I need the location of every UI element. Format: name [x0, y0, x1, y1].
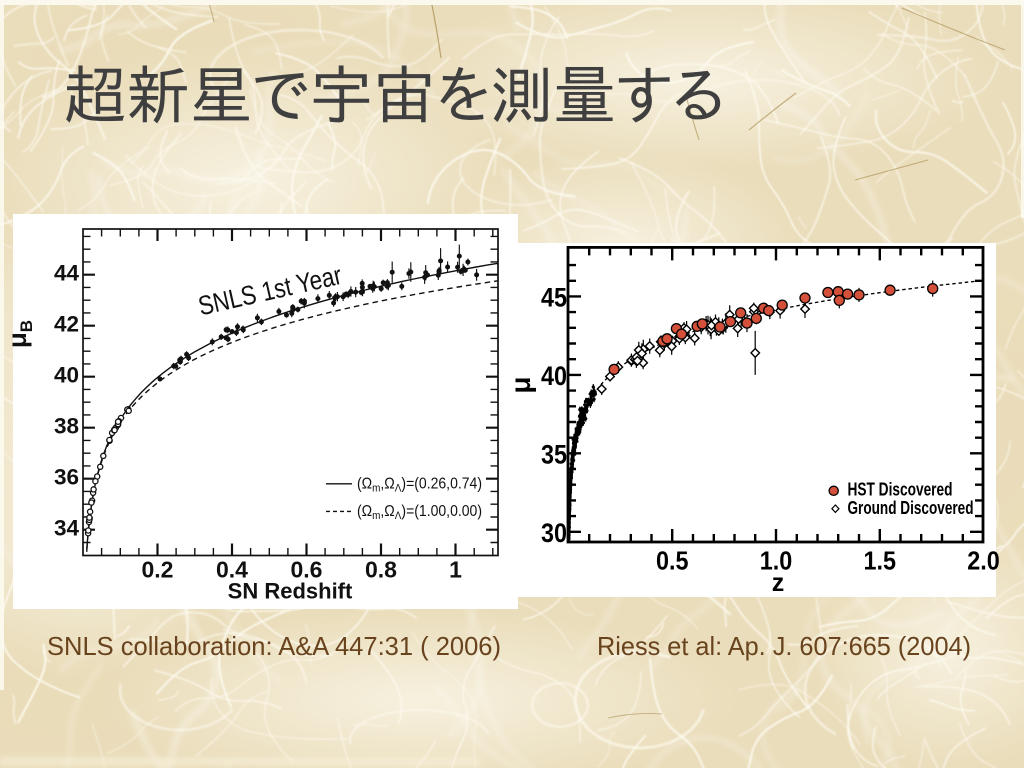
svg-text:36: 36: [54, 464, 79, 489]
svg-text:35: 35: [541, 440, 567, 470]
svg-text:1.5: 1.5: [864, 548, 897, 576]
svg-text:0.5: 0.5: [656, 548, 689, 576]
svg-text:0.2: 0.2: [142, 557, 174, 583]
svg-text:45: 45: [541, 283, 567, 313]
svg-text:0.6: 0.6: [291, 557, 323, 583]
svg-text:40: 40: [541, 361, 567, 391]
svg-text:0.8: 0.8: [365, 557, 397, 583]
svg-text:42: 42: [54, 311, 79, 336]
svg-text:44: 44: [54, 260, 80, 285]
svg-text:Riess et al: Ap. J. 607:665 (2: Riess et al: Ap. J. 607:665 (2004): [597, 631, 971, 661]
svg-text:1.0: 1.0: [760, 548, 793, 576]
svg-text:40: 40: [54, 362, 79, 387]
svg-text:38: 38: [54, 413, 79, 438]
svg-text:34: 34: [54, 515, 80, 540]
svg-text:30: 30: [541, 518, 567, 548]
svg-text:μB: μB: [2, 320, 36, 348]
svg-text:0.4: 0.4: [216, 557, 248, 583]
svg-text:μ: μ: [505, 376, 536, 393]
svg-text:(Ωm,ΩΛ)=(1.00,0.00): (Ωm,ΩΛ)=(1.00,0.00): [357, 503, 482, 522]
svg-text:SN Redshift: SN Redshift: [228, 579, 353, 604]
svg-text:SNLS collaboration: A&A 447:31: SNLS collaboration: A&A 447:31 ( 2006): [47, 631, 501, 661]
svg-text:HST Discovered: HST Discovered: [848, 480, 953, 500]
svg-text:1: 1: [449, 557, 462, 583]
svg-text:z: z: [772, 569, 785, 597]
svg-text:Ground Discovered: Ground Discovered: [848, 498, 974, 518]
svg-text:2.0: 2.0: [967, 548, 1000, 576]
svg-text:(Ωm,ΩΛ)=(0.26,0.74): (Ωm,ΩΛ)=(0.26,0.74): [357, 476, 482, 495]
